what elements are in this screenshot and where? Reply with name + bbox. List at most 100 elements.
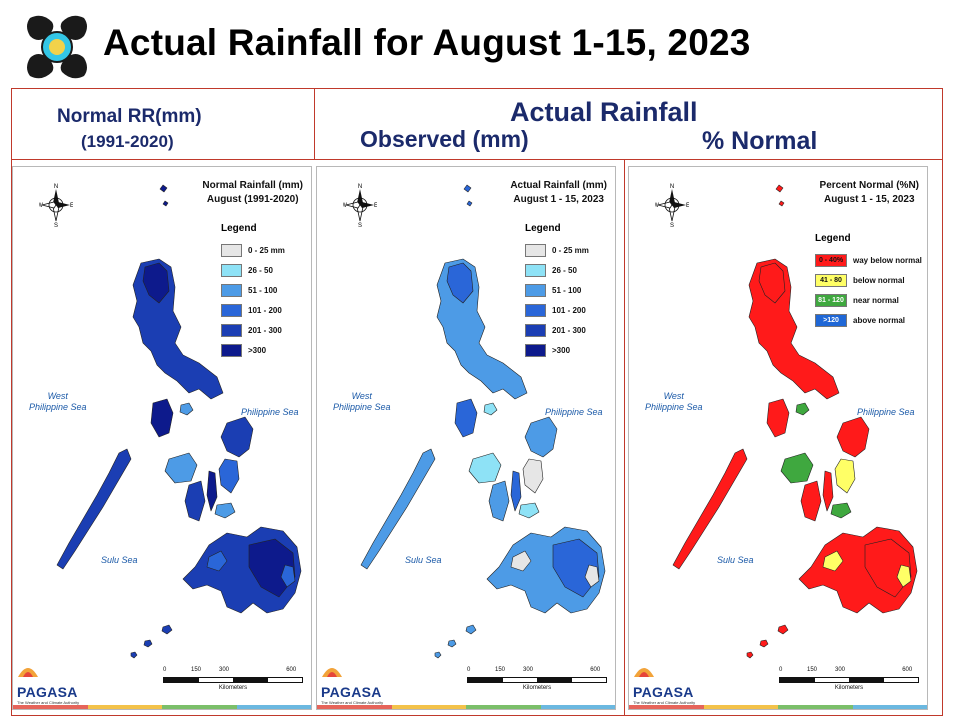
compass-rose: N S W E	[37, 183, 74, 229]
legend-row: 201 - 300	[221, 320, 311, 340]
samar-island	[220, 416, 254, 458]
header-actual: Actual Rainfall	[510, 97, 698, 127]
brand-tagline: The Weather and Climate Authority	[633, 700, 696, 705]
umbrella-icon	[322, 668, 342, 677]
compass-n: N	[54, 184, 58, 190]
stripe-segment	[540, 705, 615, 709]
stripe-segment	[778, 705, 853, 709]
compass-e: E	[374, 203, 377, 209]
sea-label-west: West Philippine Sea	[333, 391, 391, 412]
compass-w: W	[655, 203, 659, 209]
cebu-island	[510, 470, 522, 512]
legend-swatch	[221, 243, 242, 257]
sulu-islets	[746, 624, 789, 659]
scale-bar: 0 150 300 600 Kilometers	[163, 667, 303, 691]
legend-label: 26 - 50	[248, 265, 273, 275]
mindoro-island	[766, 398, 790, 438]
bohol-island	[214, 502, 236, 519]
stripe-segment	[466, 705, 541, 709]
header-column-divider	[314, 88, 315, 160]
scale-segment	[814, 678, 849, 682]
stripe-segment	[162, 705, 237, 709]
legend-label: 51 - 100	[248, 285, 278, 295]
mindoro-island	[454, 398, 478, 438]
legend-row: 201 - 300	[525, 320, 615, 340]
batanes-islets	[463, 184, 473, 207]
sulu-islets	[434, 624, 477, 659]
legend-label: 0 - 25 mm	[552, 245, 589, 255]
map-panel-actual: N S W E Actual Rainfall (mm) August 1 - 1…	[316, 166, 616, 710]
legend-swatch	[525, 323, 546, 337]
panay-island	[164, 452, 198, 484]
sea-label-sulu: Sulu Sea	[101, 555, 138, 565]
scale-segment	[198, 678, 233, 682]
legend-swatch	[221, 303, 242, 317]
scale-segment	[780, 678, 815, 682]
pagasa-brand: PAGASA The Weather and Climate Authority	[17, 665, 81, 705]
legend-swatch	[525, 263, 546, 277]
umbrella-icon	[634, 668, 654, 677]
legend-swatch	[221, 323, 242, 337]
legend-label: 51 - 100	[552, 285, 582, 295]
stripe-segment	[87, 705, 162, 709]
legend-swatch	[525, 303, 546, 317]
sea-label-east: Philippine Sea	[857, 407, 915, 417]
palawan-island	[672, 448, 748, 570]
negros-island	[800, 480, 822, 522]
stripe-segment	[391, 705, 466, 709]
legend-swatch	[525, 243, 546, 257]
legend-row: >300	[525, 340, 615, 360]
scale-segment	[267, 678, 302, 682]
luzon-north-shade	[758, 262, 786, 304]
negros-island	[184, 480, 206, 522]
negros-island	[488, 480, 510, 522]
sea-label-west: West Philippine Sea	[29, 391, 87, 412]
legend-label: 0 - 25 mm	[248, 245, 285, 255]
panel-title-line: August 1 - 15, 2023	[513, 194, 604, 205]
compass-n: N	[358, 184, 362, 190]
scale-tick: 0	[467, 667, 471, 673]
scale-tick: 600	[590, 667, 601, 673]
stripe-segment	[236, 705, 311, 709]
sea-label-east: Philippine Sea	[241, 407, 299, 417]
header-divider	[11, 159, 943, 160]
pagasa-logo	[24, 14, 90, 80]
scale-unit: Kilometers	[218, 685, 248, 691]
legend-swatch: 41 - 80	[815, 273, 847, 287]
legend-label: way below normal	[853, 255, 922, 265]
legend-swatch	[525, 343, 546, 357]
panel-title: Normal Rainfall (mm) August (1991-2020)	[202, 179, 303, 207]
scale-tick: 300	[523, 667, 534, 673]
legend-swatch: >120	[815, 313, 847, 327]
legend-label: below normal	[853, 275, 905, 285]
brand-name: PAGASA	[17, 684, 78, 700]
legend-title: Legend	[525, 223, 561, 234]
samar-island	[836, 416, 870, 458]
header-normal-line2: (1991-2020)	[81, 132, 174, 151]
philippines-map	[56, 184, 302, 659]
panel-column-divider	[624, 159, 625, 716]
samar-island	[524, 416, 558, 458]
leyte-island	[834, 458, 856, 494]
legend: Legend 0 - 40% way below normal 41 - 80 …	[815, 233, 922, 330]
legend-label: 201 - 300	[248, 325, 282, 335]
brand-name: PAGASA	[633, 684, 694, 700]
scale-segment	[468, 678, 503, 682]
legend-row: 26 - 50	[525, 260, 615, 280]
legend-label: 26 - 50	[552, 265, 577, 275]
legend-label: near normal	[853, 295, 899, 305]
pagasa-brand: PAGASA The Weather and Climate Authority	[321, 665, 385, 705]
stripe-segment	[629, 705, 704, 709]
page-title: Actual Rainfall for August 1-15, 2023	[103, 22, 751, 63]
panel-title-line: Actual Rainfall (mm)	[510, 180, 607, 191]
panel-title-line: Percent Normal (%N)	[819, 180, 919, 191]
panay-island	[780, 452, 814, 484]
scale-tick: 600	[286, 667, 297, 673]
legend-swatch	[221, 263, 242, 277]
scale-segment	[571, 678, 606, 682]
compass-n: N	[670, 184, 674, 190]
bohol-island	[518, 502, 540, 519]
scale-segment	[849, 678, 884, 682]
legend-row: 101 - 200	[221, 300, 311, 320]
bohol-island	[830, 502, 852, 519]
